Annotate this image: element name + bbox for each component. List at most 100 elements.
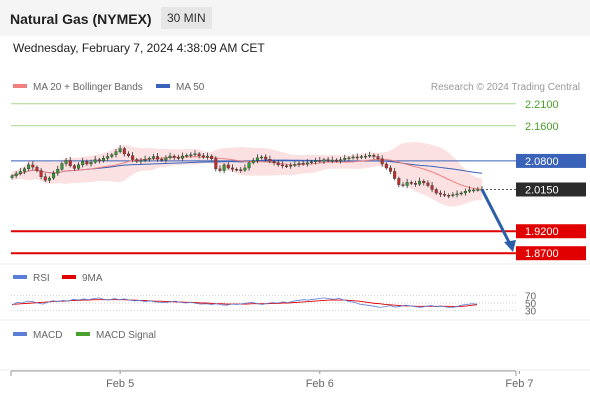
candle-body (172, 155, 176, 158)
candle-body (122, 148, 126, 155)
candle-body (235, 169, 239, 171)
timeframe-badge[interactable]: 30 MIN (161, 7, 212, 29)
candle-body (197, 153, 201, 156)
candle-body (326, 159, 330, 161)
candle-body (31, 164, 35, 168)
candle-body (455, 193, 459, 196)
candle-body (376, 156, 380, 159)
candle-body (243, 167, 247, 171)
candle-body (156, 156, 160, 160)
rsi-legend-label: RSI (33, 273, 50, 284)
candle-body (426, 182, 430, 186)
candle-body (322, 159, 326, 162)
candle-body (185, 155, 189, 157)
candle-body (27, 164, 31, 170)
candle-body (343, 158, 347, 160)
candle-body (189, 154, 193, 156)
candle-body (35, 166, 39, 171)
header-bar: Natural Gas (NYMEX) 30 MIN (0, 0, 590, 36)
last-price-label: 2.0150 (525, 184, 559, 196)
candle-body (472, 189, 476, 192)
candle-body (388, 167, 392, 172)
candle-body (372, 155, 376, 157)
rsi-legend-label: 9MA (82, 273, 103, 284)
candle-body (334, 159, 338, 162)
candle-body (118, 148, 122, 152)
candle-body (126, 153, 130, 156)
candle-body (131, 155, 135, 160)
candle-body (77, 164, 81, 169)
candle-body (293, 164, 297, 166)
support-badge (516, 224, 586, 239)
candle-body (384, 163, 388, 169)
candle-body (459, 192, 463, 195)
candle-body (409, 182, 413, 184)
rsi-ma-line (11, 299, 478, 308)
macd-legend-swatch (13, 332, 27, 336)
candle-body (438, 192, 442, 195)
last-price-badge (516, 182, 586, 197)
candle-body (210, 155, 214, 159)
legend-label: MA 20 + Bollinger Bands (33, 82, 143, 93)
forecast-arrow-head (504, 240, 516, 253)
candle-body (305, 162, 309, 165)
candle-body (318, 160, 322, 162)
candle-body (14, 173, 18, 177)
support-label: 1.8700 (525, 248, 559, 260)
candle-body (110, 154, 114, 157)
candle-body (359, 156, 363, 158)
resistance-label: 2.2100 (525, 99, 559, 111)
forecast-arrow (480, 188, 512, 245)
instrument-title: Natural Gas (NYMEX) (10, 11, 152, 27)
candle-body (226, 164, 230, 169)
candle-body (309, 161, 313, 164)
candle-body (260, 156, 264, 159)
candle-body (330, 159, 334, 162)
candle-body (434, 189, 438, 194)
candle-body (214, 158, 218, 170)
candle-body (47, 177, 51, 181)
candle-body (347, 157, 351, 160)
candle-body (106, 156, 110, 159)
candle-body (147, 158, 151, 160)
support-badge (516, 246, 586, 261)
candle-body (205, 155, 209, 158)
candle-body (10, 175, 14, 178)
candle-body (443, 194, 447, 196)
candle-body (351, 156, 355, 159)
candle-body (314, 160, 318, 163)
candle-body (285, 165, 289, 167)
candle-body (22, 168, 26, 172)
candle-body (168, 155, 172, 159)
macd-legend-label: MACD Signal (96, 330, 156, 341)
candle-body (60, 163, 64, 170)
bollinger-band (12, 142, 482, 207)
candle-body (430, 185, 434, 190)
candle-body (476, 189, 480, 191)
rsi-tick-label: 70 (525, 292, 537, 303)
candle-body (451, 194, 455, 196)
x-tick-label: Feb 5 (106, 378, 134, 390)
candle-body (268, 158, 272, 162)
candle-body (247, 162, 251, 169)
candle-body (468, 189, 472, 192)
candle-body (143, 158, 147, 161)
candle-body (380, 158, 384, 165)
date-line: Wednesday, February 7, 2024 4:38:09 AM C… (13, 41, 265, 55)
credit-text: Research © 2024 Trading Central (431, 82, 580, 93)
support-label: 1.9200 (525, 226, 559, 238)
candle-body (72, 165, 76, 169)
rsi-line (11, 297, 478, 309)
candle-body (114, 151, 118, 155)
candle-body (52, 173, 56, 179)
rsi-legend-swatch (62, 275, 76, 279)
candle-body (339, 159, 343, 162)
candle-body (276, 162, 280, 166)
rsi-tick-label: 50 (525, 299, 537, 310)
candle-body (230, 167, 234, 170)
candle-body (364, 155, 368, 158)
candle-body (164, 157, 168, 161)
pivot-badge (516, 153, 586, 168)
candle-body (97, 159, 101, 162)
